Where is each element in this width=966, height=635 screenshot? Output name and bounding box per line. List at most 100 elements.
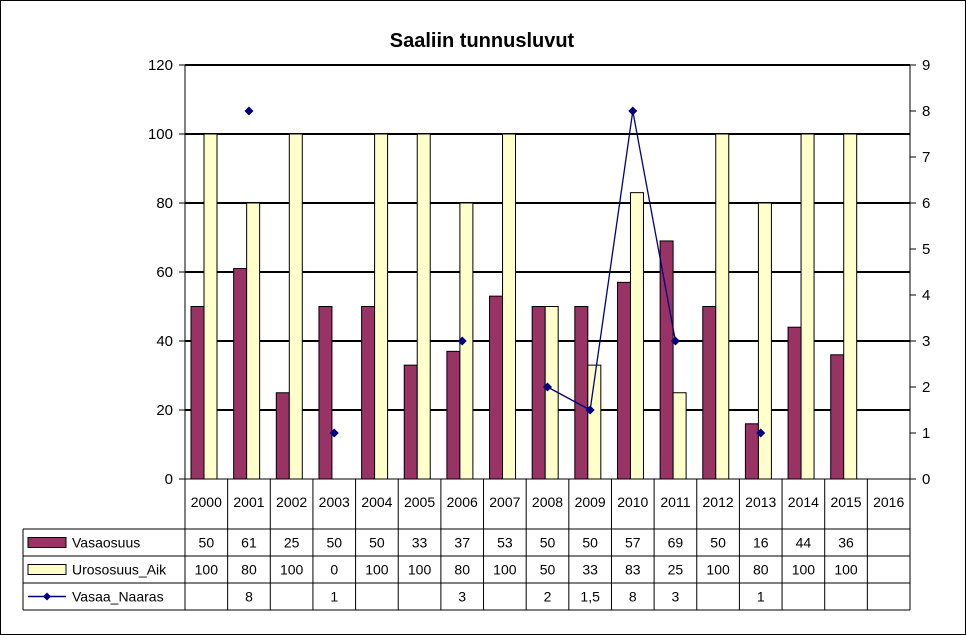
bar-urososuus-aik — [544, 306, 559, 480]
y2-tick-label: 9 — [922, 57, 930, 74]
bar-urososuus-aik — [800, 133, 815, 480]
legend-label: Urososuus_Aik — [72, 562, 167, 578]
bar-vasaosuus — [446, 350, 461, 480]
bar-urososuus-aik — [715, 133, 730, 480]
data-cell: 100 — [834, 562, 858, 578]
bar-urososuus-aik — [757, 202, 772, 480]
bar-vasaosuus — [616, 281, 631, 480]
category-label: 2005 — [404, 494, 435, 510]
y-tick-label: 120 — [148, 57, 173, 74]
data-cell: 33 — [412, 535, 428, 551]
category-label: 2003 — [319, 494, 350, 510]
data-cell: 1 — [757, 589, 765, 605]
category-label: 2002 — [276, 494, 307, 510]
data-cell: 100 — [408, 562, 432, 578]
data-cell: 25 — [284, 535, 300, 551]
data-cell: 50 — [540, 535, 556, 551]
y-tick-label: 60 — [156, 264, 173, 281]
line-point — [670, 336, 680, 346]
data-cell: 57 — [625, 535, 641, 551]
y2-tick-label: 7 — [922, 149, 930, 166]
y2-tick-label: 1 — [922, 425, 930, 442]
category-label: 2000 — [191, 494, 222, 510]
bar-urososuus-aik — [629, 192, 644, 480]
data-cell: 36 — [838, 535, 854, 551]
data-cell: 50 — [326, 535, 342, 551]
bar-vasaosuus — [744, 423, 759, 480]
bar-urososuus-aik — [843, 133, 858, 480]
data-cell: 50 — [540, 562, 556, 578]
data-cell: 100 — [706, 562, 730, 578]
category-label: 2010 — [617, 494, 648, 510]
y2-tick-label: 8 — [922, 103, 930, 120]
category-label: 2016 — [873, 494, 904, 510]
line-segment — [547, 386, 591, 411]
category-label: 2004 — [361, 494, 392, 510]
bar-urososuus-aik — [672, 392, 687, 480]
data-cell: 33 — [582, 562, 598, 578]
line-point — [329, 428, 339, 438]
bar-vasaosuus — [787, 326, 802, 480]
data-cell: 1,5 — [580, 589, 600, 605]
line-point — [457, 336, 467, 346]
line-point — [628, 106, 638, 116]
category-label: 2008 — [532, 494, 563, 510]
bar-vasaosuus — [318, 306, 333, 480]
category-label: 2011 — [660, 494, 690, 510]
data-cell: 2 — [544, 589, 552, 605]
bar-vasaosuus — [190, 306, 205, 480]
bar-vasaosuus — [531, 306, 546, 480]
category-label: 2015 — [830, 494, 861, 510]
data-cell: 69 — [668, 535, 684, 551]
data-cell: 83 — [625, 562, 641, 578]
legend-key-marker — [43, 592, 51, 601]
data-cell: 50 — [369, 535, 385, 551]
category-label: 2001 — [233, 494, 264, 510]
data-cell: 8 — [245, 589, 253, 605]
data-cell: 100 — [493, 562, 517, 578]
data-cell: 80 — [241, 562, 257, 578]
bar-vasaosuus — [361, 306, 376, 480]
y2-tick-label: 6 — [922, 195, 930, 212]
bar-vasaosuus — [489, 295, 504, 480]
legend-label: Vasaa_Naaras — [72, 589, 164, 605]
line-point — [244, 106, 254, 116]
bar-urososuus-aik — [502, 133, 517, 480]
lines — [244, 106, 766, 438]
data-table: 2000 2001 2002 2003 2004 2005 2006 2007 2008 2009… — [22, 479, 911, 611]
data-cell: 50 — [710, 535, 726, 551]
line-point — [756, 428, 766, 438]
bar-vasaosuus — [702, 306, 717, 480]
legend-label: Vasaosuus — [72, 535, 140, 551]
category-label: 2009 — [575, 494, 606, 510]
data-cell: 3 — [672, 589, 680, 605]
category-label: 2006 — [447, 494, 478, 510]
line-point — [585, 405, 595, 415]
line-point — [543, 382, 552, 392]
data-cell: 80 — [454, 562, 470, 578]
y-tick-label: 40 — [156, 333, 173, 350]
y-tick-label: 0 — [165, 471, 173, 488]
data-cell: 100 — [365, 562, 389, 578]
bar-vasaosuus — [233, 268, 248, 480]
bar-vasaosuus — [275, 392, 290, 480]
data-cell: 37 — [454, 535, 470, 551]
y2-tick-label: 2 — [922, 379, 930, 396]
data-cell: 8 — [629, 589, 637, 605]
bar-vasaosuus — [659, 240, 674, 480]
bar-urososuus-aik — [203, 133, 218, 480]
data-cell: 50 — [199, 535, 215, 551]
legend-key-urososuus-aik — [27, 564, 67, 575]
category-label: 2007 — [489, 494, 520, 510]
data-cell: 0 — [330, 562, 338, 578]
bars — [190, 133, 858, 480]
bar-urososuus-aik — [246, 202, 261, 480]
legend-key-vasaosuus — [27, 537, 67, 548]
chart-title: Saaliin tunnusluvut — [390, 30, 575, 52]
y-tick-label: 20 — [156, 402, 173, 419]
bar-urososuus-aik — [416, 133, 431, 480]
data-cell: 44 — [796, 535, 812, 551]
data-cell: 53 — [497, 535, 513, 551]
data-cell: 1 — [330, 589, 338, 605]
